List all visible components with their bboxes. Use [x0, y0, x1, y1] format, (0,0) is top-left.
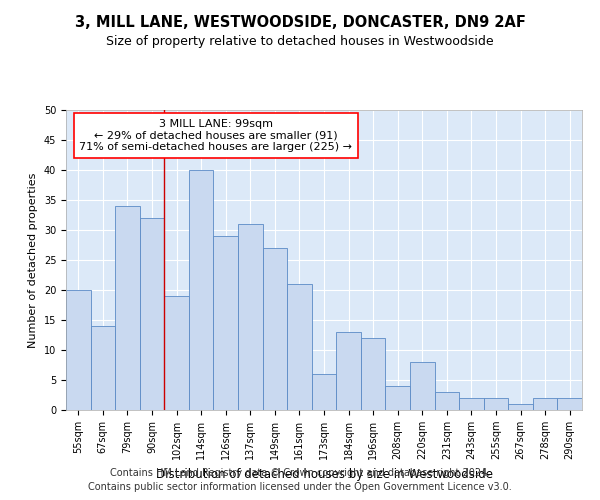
- X-axis label: Distribution of detached houses by size in Westwoodside: Distribution of detached houses by size …: [155, 468, 493, 480]
- Bar: [484, 398, 508, 410]
- Bar: [91, 326, 115, 410]
- Bar: [508, 404, 533, 410]
- Bar: [164, 296, 189, 410]
- Text: Contains HM Land Registry data © Crown copyright and database right 2024.: Contains HM Land Registry data © Crown c…: [110, 468, 490, 477]
- Bar: [140, 218, 164, 410]
- Text: 3 MILL LANE: 99sqm
← 29% of detached houses are smaller (91)
71% of semi-detache: 3 MILL LANE: 99sqm ← 29% of detached hou…: [79, 119, 352, 152]
- Bar: [361, 338, 385, 410]
- Bar: [459, 398, 484, 410]
- Bar: [434, 392, 459, 410]
- Text: Size of property relative to detached houses in Westwoodside: Size of property relative to detached ho…: [106, 35, 494, 48]
- Bar: [312, 374, 336, 410]
- Bar: [557, 398, 582, 410]
- Bar: [66, 290, 91, 410]
- Text: Contains public sector information licensed under the Open Government Licence v3: Contains public sector information licen…: [88, 482, 512, 492]
- Bar: [189, 170, 214, 410]
- Bar: [263, 248, 287, 410]
- Text: 3, MILL LANE, WESTWOODSIDE, DONCASTER, DN9 2AF: 3, MILL LANE, WESTWOODSIDE, DONCASTER, D…: [74, 15, 526, 30]
- Bar: [336, 332, 361, 410]
- Y-axis label: Number of detached properties: Number of detached properties: [28, 172, 38, 348]
- Bar: [238, 224, 263, 410]
- Bar: [115, 206, 140, 410]
- Bar: [287, 284, 312, 410]
- Bar: [410, 362, 434, 410]
- Bar: [214, 236, 238, 410]
- Bar: [385, 386, 410, 410]
- Bar: [533, 398, 557, 410]
